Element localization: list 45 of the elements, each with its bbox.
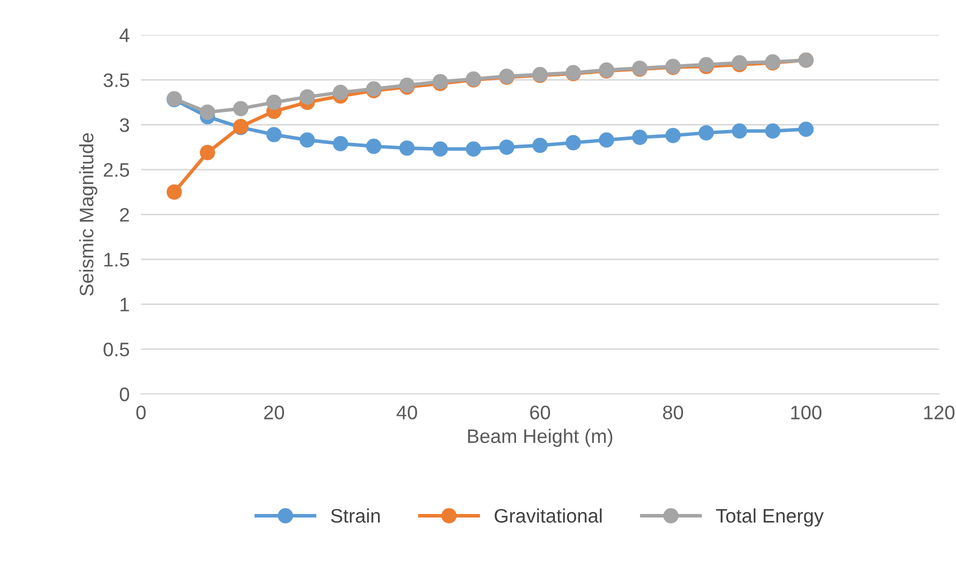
point (332, 84, 348, 100)
y-tick-label: 0 (120, 387, 130, 402)
point (200, 104, 216, 120)
point (532, 138, 548, 154)
y-tick-label: 3 (120, 118, 130, 132)
point (698, 125, 714, 140)
point (399, 140, 415, 156)
point (200, 144, 216, 160)
x-tick-label: 100 (791, 406, 822, 420)
y-tick-label: 0.5 (104, 342, 130, 356)
point (233, 100, 248, 116)
point (566, 135, 581, 150)
point (300, 89, 315, 105)
y-tick-label: 3.5 (104, 73, 130, 88)
x-tick-label: 40 (396, 406, 418, 420)
x-tick-label: 80 (663, 406, 684, 420)
point (266, 94, 282, 110)
x-tick-label: 20 (264, 406, 284, 420)
point (332, 136, 348, 152)
y-axis-title: Seismic Magnitude (79, 133, 98, 296)
x-tick-label: 120 (924, 406, 954, 420)
point (732, 123, 748, 139)
point (366, 138, 382, 154)
x-tick-label: 60 (530, 406, 550, 420)
point (665, 128, 681, 144)
y-tick-label: 2.5 (104, 163, 130, 177)
x-tick-label: 0 (136, 406, 146, 420)
legend-label: Total Energy (716, 508, 824, 527)
y-tick-label: 4 (120, 28, 130, 42)
y-tick-label: 1.5 (104, 253, 130, 267)
point (466, 141, 482, 157)
legend-label: Strain (331, 508, 380, 523)
point (166, 184, 182, 200)
point (300, 132, 315, 148)
point (632, 130, 648, 145)
y-tick-label: 1 (120, 298, 129, 312)
point (798, 122, 814, 137)
point (598, 132, 614, 148)
point (266, 126, 282, 142)
point (499, 140, 514, 155)
point (432, 141, 448, 157)
point (765, 123, 780, 139)
x-axis-title: Beam Height (m) (468, 428, 612, 447)
legend-label: Gravitational (494, 508, 602, 523)
y-tick-label: 2 (120, 208, 129, 222)
